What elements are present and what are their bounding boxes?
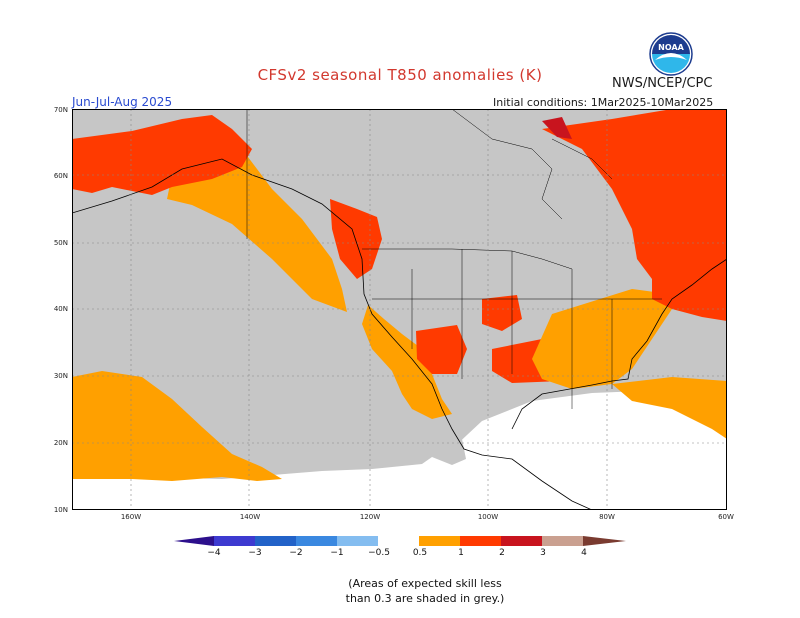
legend-tick: 4 xyxy=(581,548,587,558)
lon-label: 120W xyxy=(359,513,381,521)
legend-swatch-lt-minus4 xyxy=(174,536,214,546)
legend-swatch-neutral xyxy=(378,536,419,546)
legend-swatch-minus2-minus1 xyxy=(296,536,337,546)
anomaly-red-southwest xyxy=(416,325,467,374)
agency-label: NWS/NCEP/CPC xyxy=(612,76,713,91)
anomaly-orange-subtropical-pacific xyxy=(72,371,282,481)
legend-tick: −0.5 xyxy=(368,548,390,558)
legend-swatch-3-4 xyxy=(542,536,583,546)
legend-tick: 3 xyxy=(540,548,546,558)
map-title: CFSv2 seasonal T850 anomalies (K) xyxy=(257,66,543,84)
legend-tick: 1 xyxy=(458,548,464,558)
anomaly-orange-atlantic xyxy=(612,377,727,439)
legend-tick: 0.5 xyxy=(412,548,428,558)
legend-tick: 2 xyxy=(499,548,505,558)
lon-label: 140W xyxy=(239,513,261,521)
lon-label: 80W xyxy=(599,513,615,521)
legend-swatch-minus4-minus3 xyxy=(214,536,255,546)
noaa-logo-icon: NOAA xyxy=(649,32,693,76)
skill-note-line: than 0.3 are shaded in grey.) xyxy=(345,592,505,605)
east-coastline xyxy=(511,258,727,430)
arctic-coast xyxy=(451,109,613,220)
lon-label: 60W xyxy=(718,513,734,521)
anomaly-map xyxy=(72,109,727,510)
lat-label: 50N xyxy=(53,239,68,247)
legend-swatch-minus1-minus05 xyxy=(337,536,378,546)
low-skill-mexico xyxy=(432,433,466,465)
lat-label: 10N xyxy=(53,506,68,514)
lon-label: 100W xyxy=(477,513,499,521)
noaa-logo-text: NOAA xyxy=(658,43,684,52)
lat-label: 60N xyxy=(53,172,68,180)
legend-tick: −3 xyxy=(248,548,262,558)
anomaly-red-east-canada xyxy=(542,109,727,321)
color-legend xyxy=(174,536,626,546)
anomaly-orange-southwest xyxy=(362,305,452,419)
season-label: Jun-Jul-Aug 2025 xyxy=(72,95,173,109)
anomaly-red-bc xyxy=(330,199,382,279)
legend-tick: −4 xyxy=(207,548,221,558)
legend-swatch-minus3-minus2 xyxy=(255,536,296,546)
neutral-area-south xyxy=(72,391,727,510)
legend-swatch-1-2 xyxy=(460,536,501,546)
anomaly-orange-southeast xyxy=(532,289,672,389)
initial-conditions-label: Initial conditions: 1Mar2025-10Mar2025 xyxy=(493,96,714,109)
legend-tick: −2 xyxy=(289,548,303,558)
legend-swatch-05-1 xyxy=(419,536,460,546)
lat-label: 70N xyxy=(53,106,68,114)
lat-label: 30N xyxy=(53,372,68,380)
skill-note-line: (Areas of expected skill less xyxy=(348,577,502,590)
lat-label: 40N xyxy=(53,305,68,313)
graticule xyxy=(72,109,727,510)
anomaly-orange-alaska-pacific xyxy=(167,149,347,312)
skill-note: (Areas of expected skill less than 0.3 a… xyxy=(300,576,550,606)
west-coastline xyxy=(72,158,593,510)
legend-swatch-2-3 xyxy=(501,536,542,546)
legend-tick: −1 xyxy=(330,548,344,558)
legend-swatch-gt-4 xyxy=(583,536,626,546)
map-frame xyxy=(72,109,727,510)
lon-label: 160W xyxy=(120,513,142,521)
anomaly-dark-red-arctic xyxy=(542,117,572,139)
lat-label: 20N xyxy=(53,439,68,447)
